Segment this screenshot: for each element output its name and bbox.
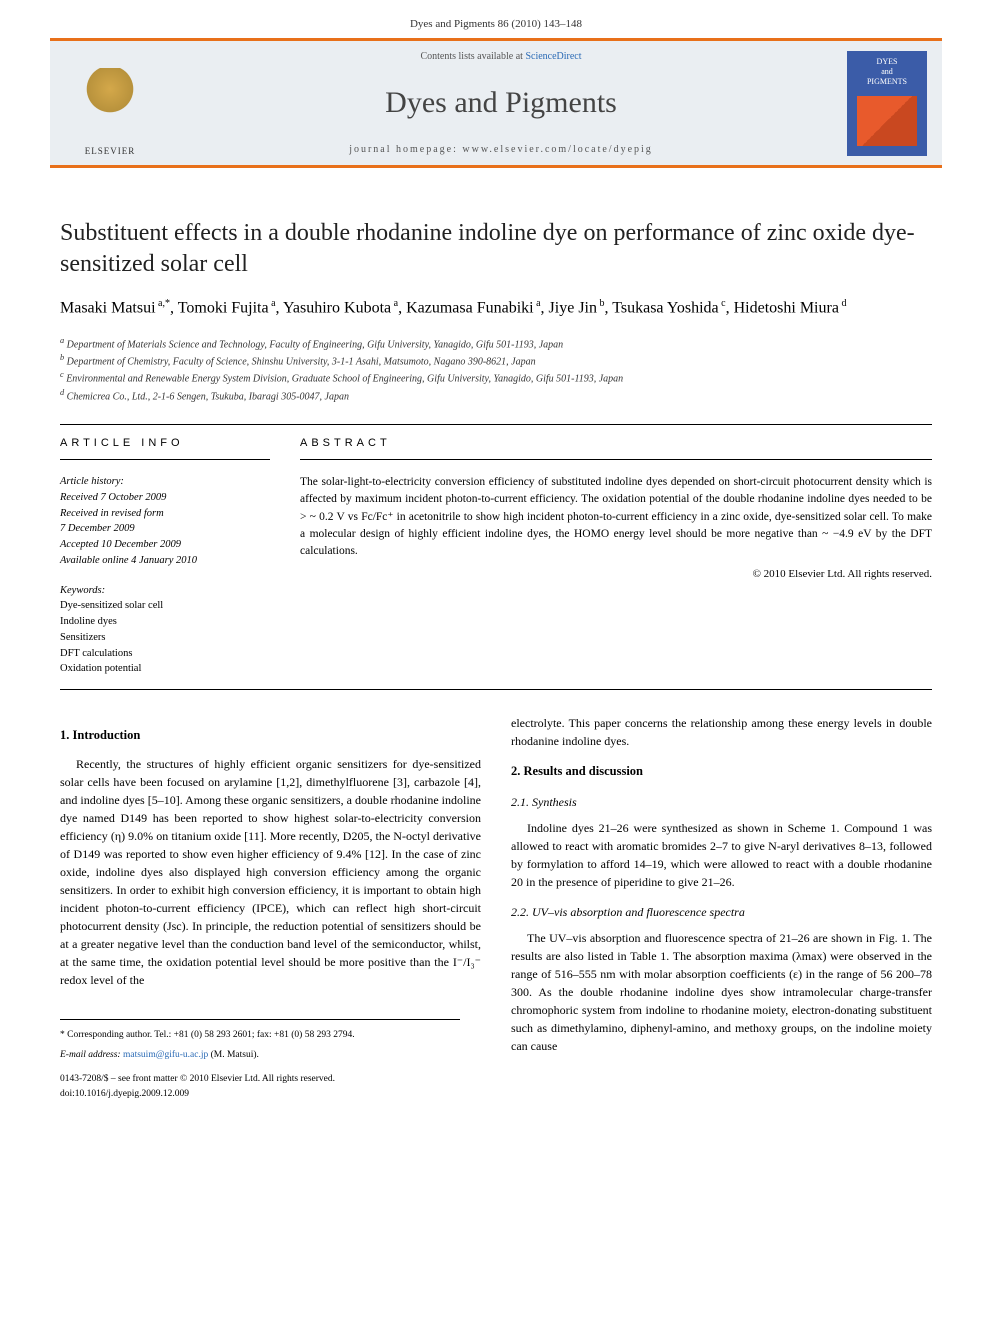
footer-notes: * Corresponding author. Tel.: +81 (0) 58…	[60, 1019, 460, 1101]
article-title: Substituent effects in a double rhodanin…	[60, 218, 932, 280]
uvvis-paragraph: The UV–vis absorption and fluorescence s…	[511, 929, 932, 1055]
article-info-heading: ARTICLE INFO	[60, 437, 270, 460]
affiliation-line: b Department of Chemistry, Faculty of Sc…	[60, 352, 932, 369]
article-main: Substituent effects in a double rhodanin…	[0, 168, 992, 1121]
article-history: Article history: Received 7 October 2009…	[60, 474, 270, 569]
email-link[interactable]: matsuim@gifu-u.ac.jp	[123, 1050, 208, 1060]
banner-center: Contents lists available at ScienceDirec…	[170, 41, 832, 165]
abstract-copyright: © 2010 Elsevier Ltd. All rights reserved…	[300, 568, 932, 580]
cover-title-3: PIGMENTS	[867, 77, 907, 87]
running-header: Dyes and Pigments 86 (2010) 143–148	[0, 0, 992, 38]
affiliation-line: d Chemicrea Co., Ltd., 2-1-6 Sengen, Tsu…	[60, 387, 932, 404]
history-label: Article history:	[60, 474, 270, 490]
abstract-heading: ABSTRACT	[300, 437, 932, 460]
article-body: 1. Introduction Recently, the structures…	[60, 714, 932, 1101]
cover-title-2: and	[881, 67, 893, 77]
abstract-text: The solar-light-to-electricity conversio…	[300, 474, 932, 560]
corresponding-author: * Corresponding author. Tel.: +81 (0) 58…	[60, 1028, 460, 1042]
intro-paragraph-2: electrolyte. This paper concerns the rel…	[511, 714, 932, 750]
contents-available-line: Contents lists available at ScienceDirec…	[420, 51, 581, 62]
keyword: Oxidation potential	[60, 661, 270, 677]
synthesis-paragraph: Indoline dyes 21–26 were synthesized as …	[511, 819, 932, 891]
section-2-heading: 2. Results and discussion	[511, 762, 932, 781]
elsevier-logo	[65, 53, 155, 153]
email-label: E-mail address:	[60, 1050, 123, 1060]
history-line: Accepted 10 December 2009	[60, 537, 270, 553]
elsevier-tree-icon	[80, 68, 140, 138]
doi-line: doi:10.1016/j.dyepig.2009.12.009	[60, 1087, 460, 1101]
affiliation-line: a Department of Materials Science and Te…	[60, 335, 932, 352]
issn-line: 0143-7208/$ – see front matter © 2010 El…	[60, 1072, 460, 1086]
keywords-block: Keywords: Dye-sensitized solar cellIndol…	[60, 583, 270, 678]
history-line: 7 December 2009	[60, 521, 270, 537]
keyword: Sensitizers	[60, 630, 270, 646]
author-list: Masaki Matsui a,*, Tomoki Fujita a, Yasu…	[60, 296, 932, 320]
history-line: Available online 4 January 2010	[60, 553, 270, 569]
contents-prefix: Contents lists available at	[420, 51, 525, 62]
article-info-column: ARTICLE INFO Article history: Received 7…	[60, 437, 270, 677]
keyword: Indoline dyes	[60, 614, 270, 630]
email-line: E-mail address: matsuim@gifu-u.ac.jp (M.…	[60, 1048, 460, 1062]
info-abstract-row: ARTICLE INFO Article history: Received 7…	[60, 424, 932, 690]
keywords-label: Keywords:	[60, 583, 270, 599]
email-suffix: (M. Matsui).	[208, 1050, 259, 1060]
history-line: Received 7 October 2009	[60, 490, 270, 506]
section-2-1-heading: 2.1. Synthesis	[511, 793, 932, 811]
abstract-column: ABSTRACT The solar-light-to-electricity …	[300, 437, 932, 677]
journal-banner: Contents lists available at ScienceDirec…	[50, 38, 942, 168]
cover-title-1: DYES	[877, 57, 898, 67]
sciencedirect-link[interactable]: ScienceDirect	[525, 51, 581, 62]
section-1-heading: 1. Introduction	[60, 726, 481, 745]
affiliation-line: c Environmental and Renewable Energy Sys…	[60, 369, 932, 386]
intro-paragraph-1: Recently, the structures of highly effic…	[60, 755, 481, 989]
journal-homepage: journal homepage: www.elsevier.com/locat…	[349, 144, 653, 155]
section-2-2-heading: 2.2. UV–vis absorption and fluorescence …	[511, 903, 932, 921]
history-line: Received in revised form	[60, 506, 270, 522]
affiliations: a Department of Materials Science and Te…	[60, 335, 932, 404]
keyword: DFT calculations	[60, 646, 270, 662]
journal-name: Dyes and Pigments	[385, 86, 617, 120]
keyword: Dye-sensitized solar cell	[60, 598, 270, 614]
cover-art-icon	[857, 96, 917, 146]
journal-cover-thumbnail: DYES and PIGMENTS	[847, 51, 927, 156]
